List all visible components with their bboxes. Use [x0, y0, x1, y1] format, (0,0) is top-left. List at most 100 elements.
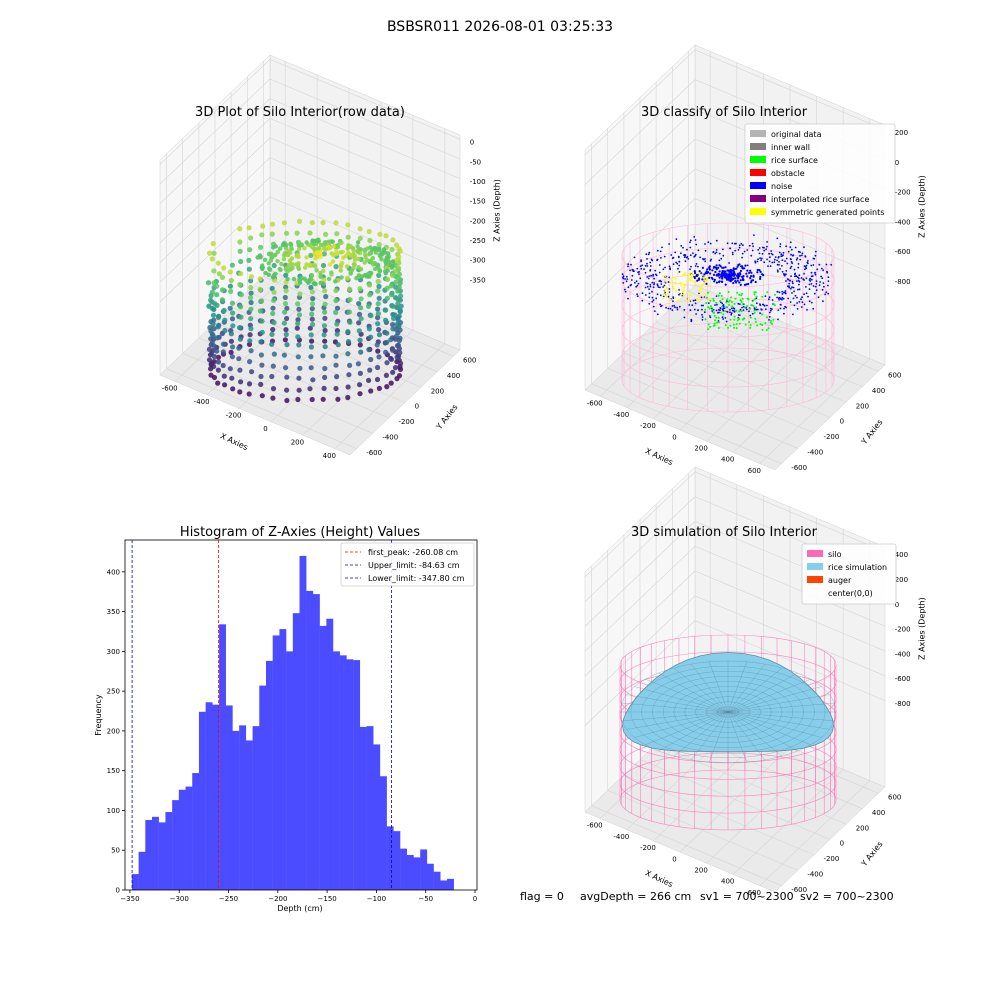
data-point	[358, 267, 364, 272]
grid-line-y	[182, 138, 373, 434]
data-point	[388, 380, 394, 386]
noise-point	[783, 307, 785, 310]
hist-bar	[212, 704, 220, 890]
noise-point	[709, 316, 712, 319]
data-point	[271, 289, 277, 295]
hist-bar	[272, 635, 280, 890]
rice-surface-point	[736, 291, 739, 294]
noise-point	[733, 310, 736, 312]
noise-point	[658, 264, 661, 266]
data-point	[215, 359, 222, 365]
data-point	[282, 294, 288, 301]
rice-surface-point	[740, 294, 743, 297]
x-tick-label: -200	[226, 412, 242, 420]
data-point	[367, 237, 373, 244]
z-tick-label: -150	[470, 198, 486, 206]
data-point	[281, 252, 287, 258]
data-point	[248, 290, 254, 296]
hist-bar	[413, 857, 421, 890]
noise-point	[659, 250, 662, 253]
data-point	[258, 352, 264, 358]
symmetric-point	[667, 290, 670, 293]
noise-point	[785, 273, 787, 276]
noise-point	[743, 250, 746, 253]
noise-point	[636, 295, 639, 297]
noise-point	[739, 283, 742, 286]
noise-point	[735, 281, 738, 284]
mesh-spoke	[727, 686, 822, 713]
data-point	[316, 246, 321, 251]
data-point	[284, 374, 290, 380]
noise-point	[782, 297, 785, 300]
noise-point	[777, 318, 779, 321]
data-point	[322, 338, 328, 344]
noise-point	[751, 242, 754, 245]
noise-point	[827, 276, 830, 279]
symmetric-point	[688, 272, 691, 275]
noise-point	[790, 265, 793, 268]
data-point	[383, 271, 388, 276]
data-point	[391, 315, 397, 321]
noise-point	[797, 288, 799, 291]
legend-label: first_peak: -260.08 cm	[368, 548, 458, 557]
noise-point	[698, 270, 701, 273]
noise-point	[771, 253, 774, 256]
noise-point	[639, 277, 642, 280]
data-point	[238, 304, 244, 310]
noise-point	[797, 266, 800, 269]
noise-point	[694, 239, 697, 241]
rice-surface-point	[741, 297, 744, 300]
noise-point	[736, 265, 739, 268]
noise-point	[670, 254, 673, 256]
noise-point	[754, 261, 757, 264]
noise-point	[655, 297, 658, 300]
y-tick-label: -600	[791, 464, 807, 472]
data-point	[229, 300, 236, 306]
hist-bar	[145, 820, 153, 890]
noise-point	[641, 292, 644, 295]
data-point	[279, 261, 284, 267]
noise-point	[749, 277, 752, 280]
rice-surface-point	[761, 295, 764, 298]
data-point	[249, 369, 255, 375]
noise-point	[695, 273, 699, 277]
noise-point	[737, 302, 740, 305]
rice-surface-point	[715, 316, 718, 319]
data-point	[384, 285, 390, 291]
data-point	[392, 268, 398, 274]
hist-bar	[440, 880, 448, 890]
noise-point	[697, 249, 700, 252]
rice-surface-point	[708, 307, 711, 310]
symmetric-point	[682, 284, 685, 286]
noise-point	[661, 246, 663, 249]
noise-point	[790, 253, 792, 256]
silo-ring	[621, 222, 835, 288]
noise-point	[624, 278, 626, 280]
legend-box	[340, 542, 475, 587]
rice-surface-point	[731, 305, 734, 308]
noise-point	[624, 290, 627, 293]
symmetric-point	[669, 281, 672, 284]
data-point	[296, 342, 302, 348]
symmetric-point	[686, 280, 689, 283]
noise-point	[709, 272, 712, 275]
legend-swatch	[807, 550, 823, 557]
y-tick-label: 0	[840, 418, 844, 426]
noise-point	[701, 266, 705, 269]
noise-point	[649, 269, 652, 271]
data-point	[258, 244, 264, 250]
rice-surface-point	[764, 322, 767, 325]
grid-line-x	[599, 51, 711, 397]
noise-point	[646, 282, 649, 285]
z-axis-label: Z Axies (Depth)	[493, 179, 502, 242]
data-point	[318, 274, 323, 279]
noise-point	[704, 260, 707, 263]
rice-surface-point	[730, 300, 733, 303]
data-point	[363, 252, 368, 257]
data-point	[283, 327, 289, 333]
noise-point	[690, 265, 692, 268]
data-point	[220, 349, 226, 355]
data-point	[352, 262, 357, 267]
data-point	[396, 246, 402, 252]
symmetric-point	[664, 275, 667, 277]
